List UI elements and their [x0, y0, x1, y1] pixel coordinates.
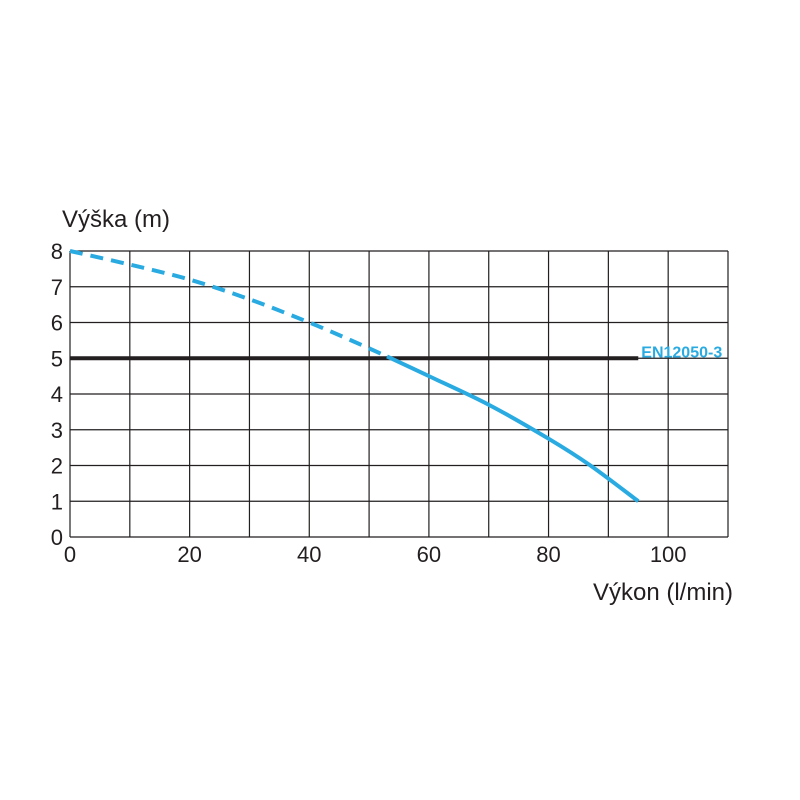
y-axis-label: Výška (m) [62, 206, 170, 233]
reference-line-label: EN12050-3 [641, 344, 722, 361]
reference-line-group: EN12050-3 [70, 344, 722, 361]
series-group [69, 249, 640, 503]
x-axis-label: Výkon (l/min) [593, 579, 733, 606]
y-tick-label: 1 [51, 489, 63, 514]
y-tick-label: 7 [51, 275, 63, 300]
x-tick-label: 60 [417, 542, 441, 567]
y-tick-label: 4 [51, 382, 63, 407]
x-tick-label: 0 [64, 542, 76, 567]
x-tick-label: 20 [177, 542, 201, 567]
y-tick-label: 3 [51, 418, 63, 443]
y-tick-label: 8 [51, 239, 63, 264]
pump-curve-dashed [69, 249, 388, 359]
y-tick-label: 6 [51, 311, 63, 336]
x-tick-label: 40 [297, 542, 321, 567]
y-tick-label: 2 [51, 454, 63, 479]
x-tick-label: 80 [536, 542, 560, 567]
y-tick-label: 0 [51, 525, 63, 550]
pump-curve-solid [386, 354, 640, 503]
x-tick-label: 100 [650, 542, 687, 567]
tick-labels: 0 20 40 60 80 100 0 1 2 3 4 5 6 7 8 [51, 239, 687, 567]
y-tick-label: 5 [51, 346, 63, 371]
